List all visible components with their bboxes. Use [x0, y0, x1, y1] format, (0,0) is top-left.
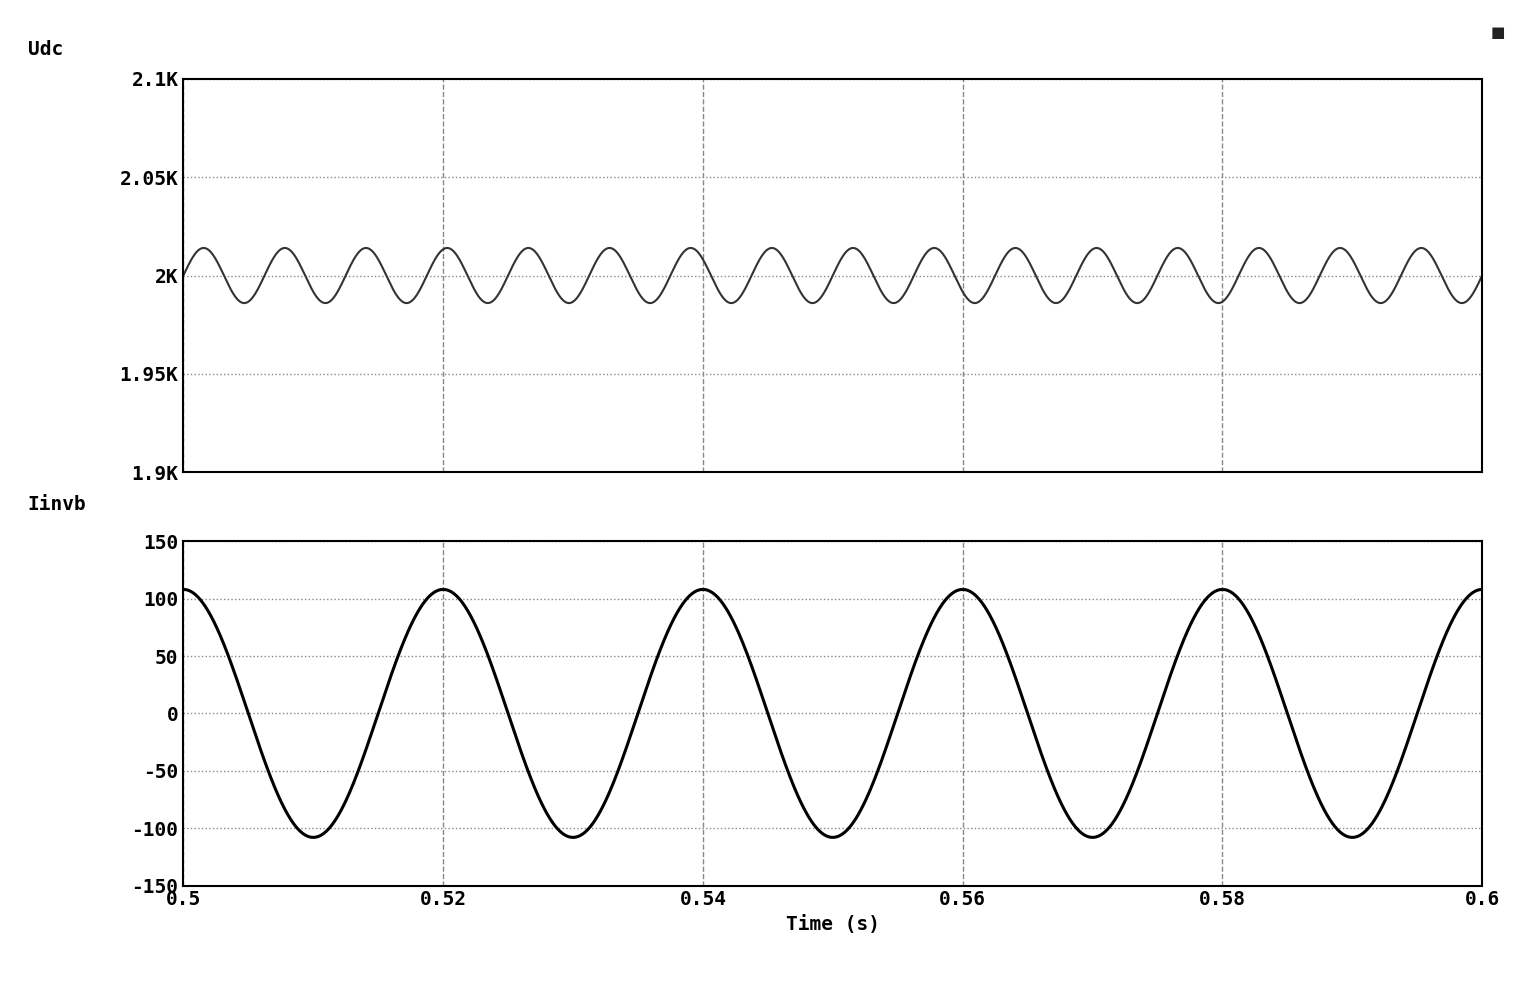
Text: Iinvb: Iinvb — [28, 495, 86, 514]
Text: Udc: Udc — [28, 40, 63, 59]
X-axis label: Time (s): Time (s) — [785, 915, 880, 934]
Text: ■: ■ — [1491, 25, 1505, 39]
